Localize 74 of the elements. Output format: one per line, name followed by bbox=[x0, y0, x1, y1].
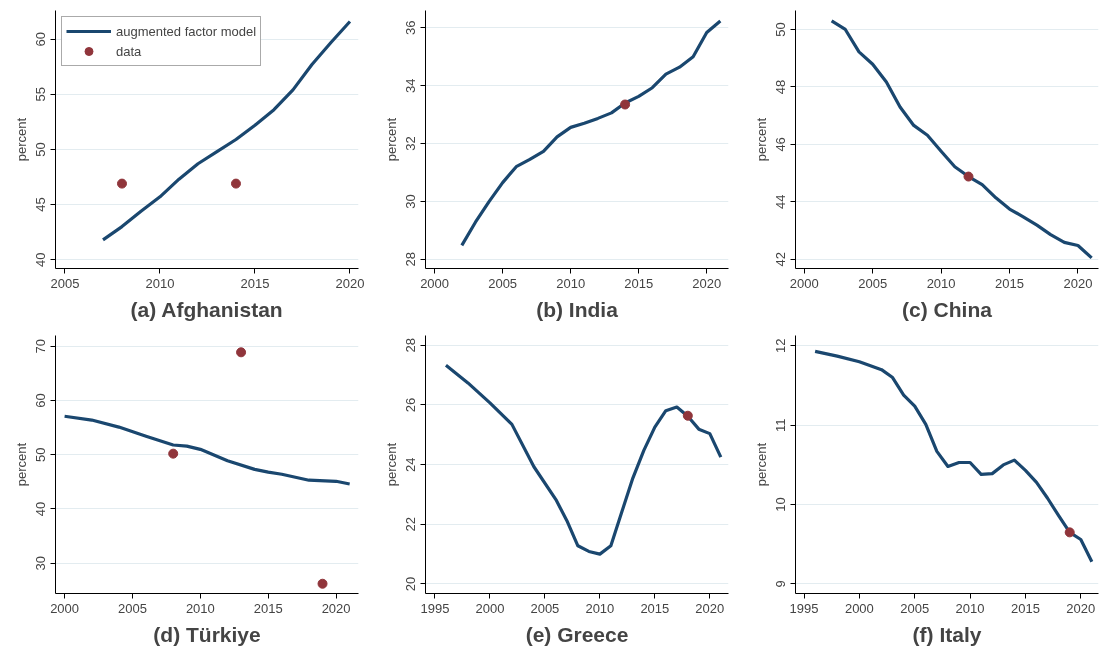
x-tick-label: 2015 bbox=[240, 275, 270, 291]
x-tick-label: 2000 bbox=[420, 275, 450, 291]
y-tick-label: 60 bbox=[33, 31, 49, 47]
y-tick-label: 12 bbox=[773, 338, 789, 354]
y-tick-label: 20 bbox=[403, 576, 419, 592]
y-tick-label: 40 bbox=[33, 501, 49, 517]
y-axis-title: percent bbox=[13, 442, 29, 487]
x-tick-label: 2000 bbox=[50, 600, 80, 616]
x-tick-label: 2020 bbox=[1063, 275, 1093, 291]
text: (e) Greece bbox=[525, 622, 629, 646]
x-tick-label: 2020 bbox=[321, 600, 351, 616]
y-tick-label: 36 bbox=[403, 20, 419, 36]
x-tick-label: 2010 bbox=[926, 275, 956, 291]
text: (b) India bbox=[536, 297, 619, 321]
y-tick-label: 45 bbox=[33, 197, 49, 212]
y-tick-label: 11 bbox=[773, 418, 789, 432]
y-tick-label: 30 bbox=[33, 555, 49, 571]
y-tick-label: 70 bbox=[33, 339, 49, 354]
y-tick-label: 32 bbox=[403, 136, 419, 151]
y-tick-label: 28 bbox=[403, 338, 419, 353]
text: (f) Italy bbox=[912, 622, 982, 646]
x-tick-label: 2020 bbox=[692, 275, 722, 291]
y-tick-label: 26 bbox=[403, 397, 419, 413]
legend-label: augmented factor model bbox=[116, 23, 257, 39]
y-axis-title: percent bbox=[753, 442, 769, 487]
y-tick-label: 22 bbox=[403, 517, 419, 532]
x-tick-label: 1995 bbox=[789, 600, 819, 616]
x-tick-label: 2000 bbox=[844, 600, 874, 616]
x-tick-label: 2000 bbox=[789, 275, 819, 291]
y-axis-title: percent bbox=[383, 117, 399, 162]
y-tick-label: 48 bbox=[773, 79, 789, 95]
x-tick-label: 2015 bbox=[624, 275, 654, 291]
y-tick-label: 44 bbox=[773, 194, 789, 210]
y-tick-label: 50 bbox=[773, 22, 789, 37]
y-tick-label: 50 bbox=[33, 447, 49, 462]
x-tick-label: 2010 bbox=[145, 275, 175, 291]
x-tick-label: 2005 bbox=[530, 600, 560, 616]
y-tick-label: 60 bbox=[33, 393, 49, 408]
x-tick-label: 2015 bbox=[640, 600, 670, 616]
y-tick-label: 46 bbox=[773, 137, 789, 152]
text: (c) China bbox=[902, 297, 993, 321]
y-tick-label: 10 bbox=[773, 497, 789, 512]
x-tick-label: 2005 bbox=[900, 600, 930, 616]
y-axis-title: percent bbox=[753, 117, 769, 162]
y-tick-label: 24 bbox=[403, 457, 419, 472]
x-tick-label: 2000 bbox=[475, 600, 505, 616]
x-tick-label: 2010 bbox=[585, 600, 615, 616]
x-tick-label: 2010 bbox=[185, 600, 215, 616]
x-tick-label: 2005 bbox=[858, 275, 888, 291]
text: (a) Afghanistan bbox=[130, 297, 283, 321]
x-tick-label: 2020 bbox=[695, 600, 725, 616]
x-tick-label: 2015 bbox=[995, 275, 1025, 291]
y-tick-label: 30 bbox=[403, 194, 419, 209]
x-tick-label: 2005 bbox=[50, 275, 80, 291]
y-axis-title: percent bbox=[383, 442, 399, 487]
y-tick-label: 40 bbox=[33, 252, 49, 267]
x-tick-label: 2015 bbox=[1010, 600, 1040, 616]
x-tick-label: 1995 bbox=[420, 600, 450, 616]
y-tick-label: 50 bbox=[33, 142, 49, 157]
x-tick-label: 2010 bbox=[955, 600, 985, 616]
y-tick-label: 42 bbox=[773, 252, 789, 267]
x-tick-label: 2010 bbox=[556, 275, 586, 291]
y-tick-label: 55 bbox=[33, 87, 49, 102]
y-tick-label: 28 bbox=[403, 252, 419, 267]
y-axis-title: percent bbox=[13, 117, 29, 162]
text: (d) Türkiye bbox=[153, 622, 261, 646]
y-tick-label: 9 bbox=[773, 580, 789, 588]
legend-label: data bbox=[116, 43, 142, 59]
y-tick-label: 34 bbox=[403, 78, 419, 93]
x-tick-label: 2005 bbox=[488, 275, 518, 291]
x-tick-label: 2005 bbox=[118, 600, 147, 616]
x-tick-label: 2020 bbox=[335, 275, 365, 291]
x-tick-label: 2015 bbox=[253, 600, 283, 616]
x-tick-label: 2020 bbox=[1066, 600, 1096, 616]
